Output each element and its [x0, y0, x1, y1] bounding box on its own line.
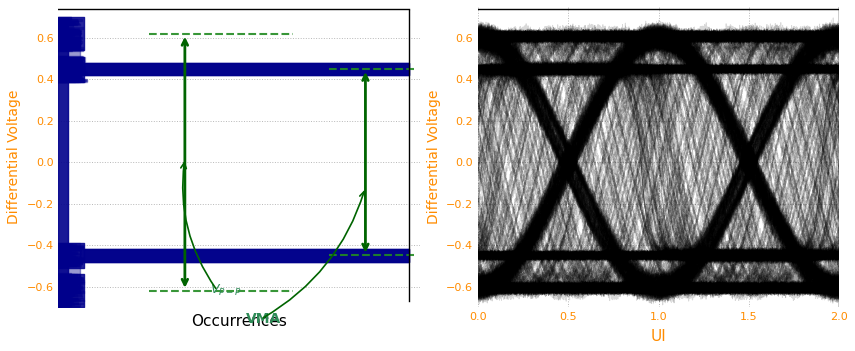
- Y-axis label: Differential Voltage: Differential Voltage: [427, 90, 440, 224]
- X-axis label: Occurrences: Occurrences: [192, 314, 287, 329]
- Text: $V_{P-P}$: $V_{P-P}$: [210, 283, 242, 298]
- Text: VMA: VMA: [246, 312, 281, 326]
- Y-axis label: Differential Voltage: Differential Voltage: [7, 90, 21, 224]
- X-axis label: UI: UI: [651, 329, 667, 344]
